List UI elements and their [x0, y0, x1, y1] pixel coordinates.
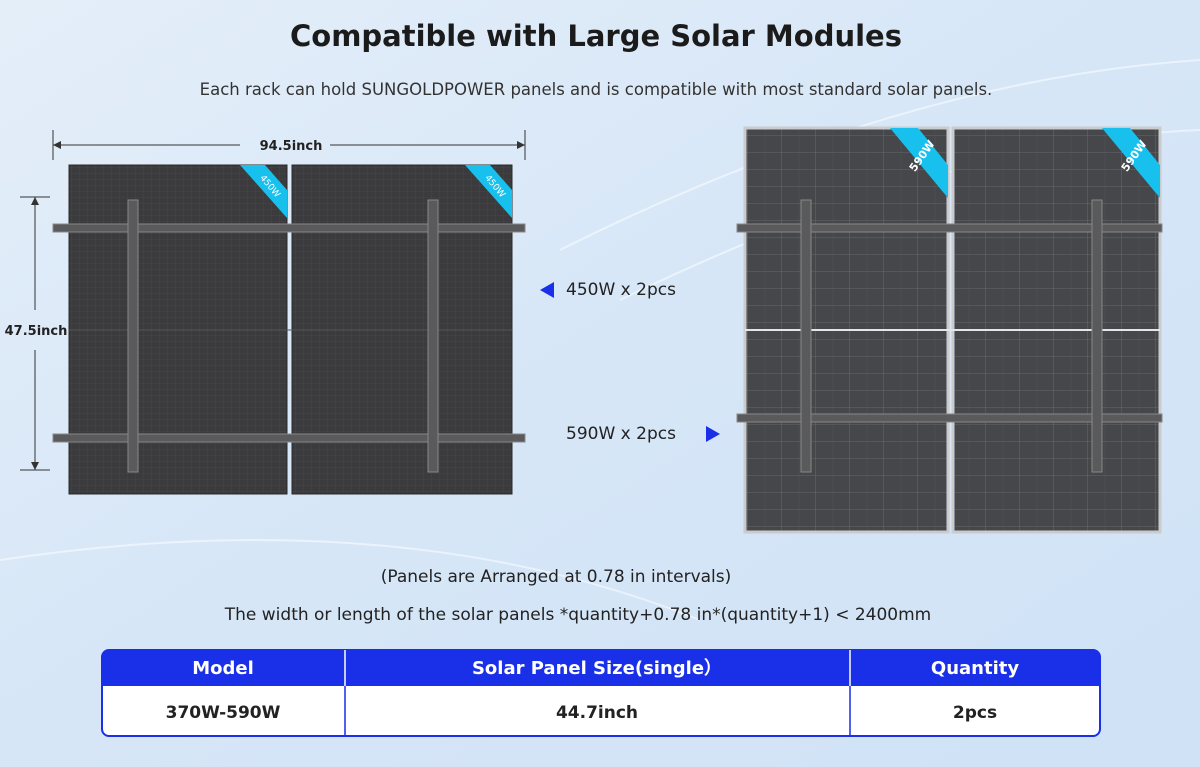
header-cell: Quantity	[931, 658, 1019, 679]
rail	[1091, 199, 1103, 473]
spec-table: Model Solar Panel Size(single） Quantity …	[101, 649, 1101, 737]
rail	[427, 199, 439, 473]
rail	[52, 433, 526, 443]
caption: 590W x 2pcs	[566, 424, 676, 444]
left-rack: 450W 450W 94.5inch 47.5inch	[5, 130, 526, 495]
arrow-left	[540, 282, 554, 298]
caption: 450W x 2pcs	[566, 280, 676, 300]
rail	[736, 223, 1163, 233]
badge	[1102, 128, 1160, 198]
width-label: 94.5inch	[260, 139, 323, 154]
right-rack: 590W 590W	[736, 126, 1163, 534]
formula: The width or length of the solar panels …	[224, 605, 931, 625]
note: (Panels are Arranged at 0.78 in interval…	[381, 567, 732, 587]
subtitle: Each rack can hold SUNGOLDPOWER panels a…	[200, 80, 993, 99]
rail	[736, 413, 1163, 423]
title: Compatible with Large Solar Modules	[290, 19, 902, 53]
badge	[890, 128, 948, 198]
rail	[52, 223, 526, 233]
badge	[240, 165, 287, 218]
height-label: 47.5inch	[5, 324, 68, 339]
arrow-right	[706, 426, 720, 442]
rail	[800, 199, 812, 473]
cell: 2pcs	[953, 703, 997, 723]
rail	[127, 199, 139, 473]
header-cell: Model	[192, 658, 254, 679]
header-cell: Solar Panel Size(single）	[472, 658, 722, 679]
table-divider	[344, 650, 851, 686]
badge	[465, 165, 512, 218]
cell: 370W-590W	[166, 703, 281, 723]
cell: 44.7inch	[556, 703, 638, 723]
